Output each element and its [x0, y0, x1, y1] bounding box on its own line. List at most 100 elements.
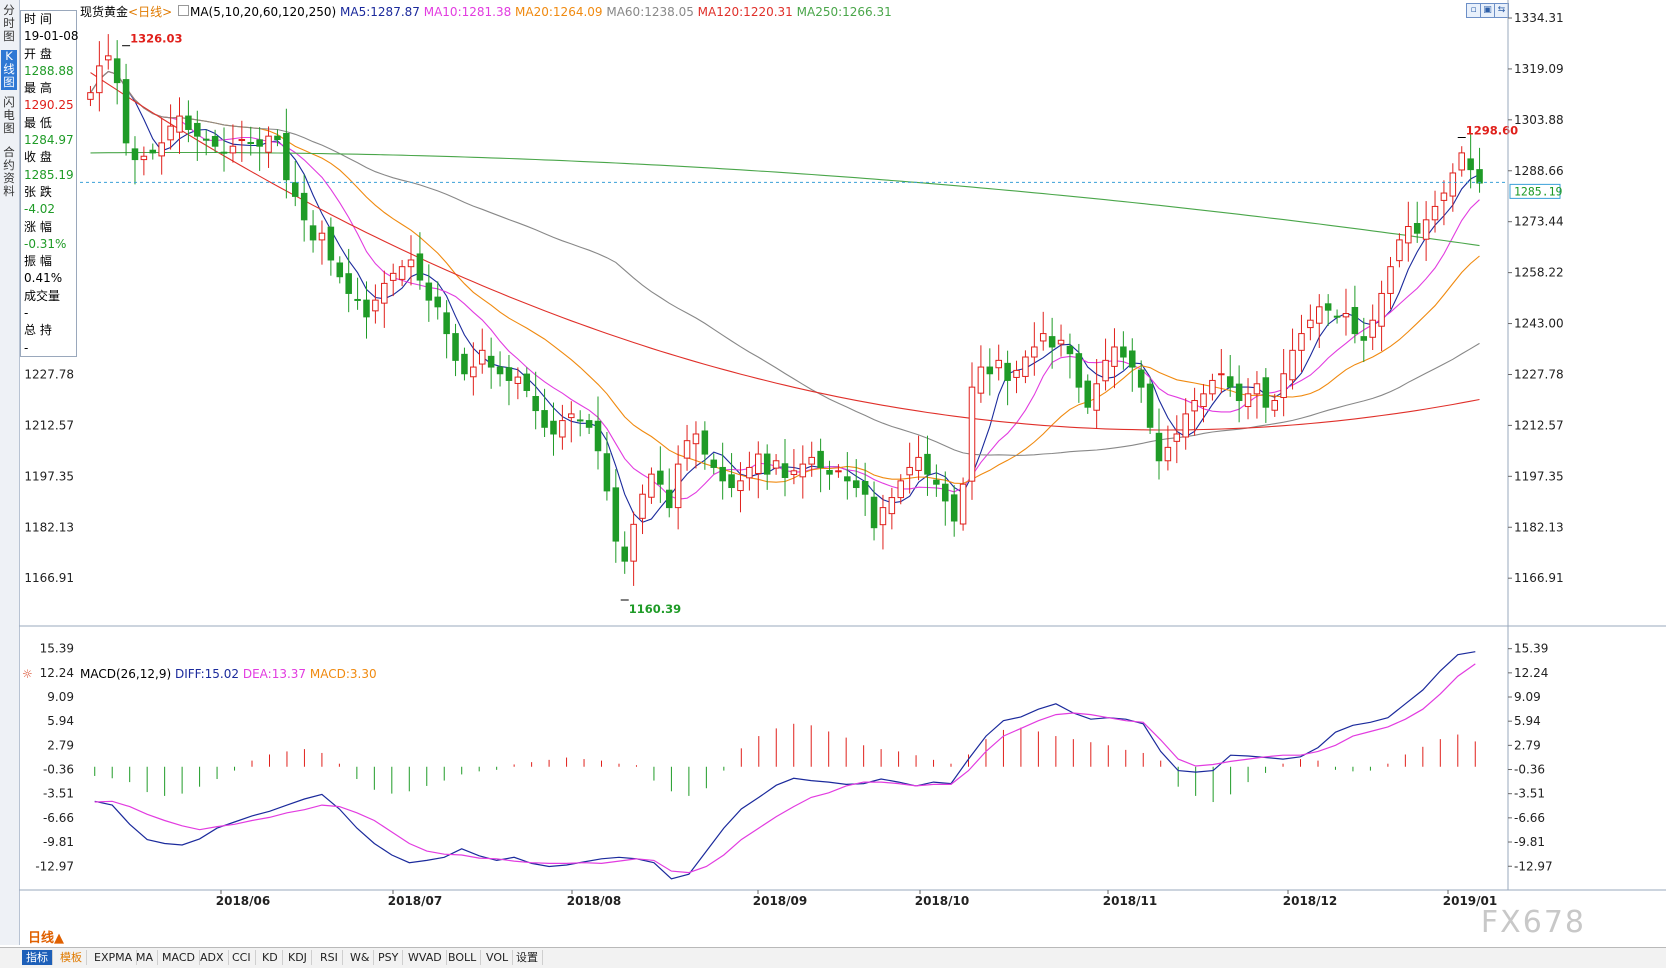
y-tick-label: 1243.00: [1514, 317, 1564, 331]
toolbar-button[interactable]: ADX: [196, 950, 229, 965]
macd-legend-items: DIFF:15.02 DEA:13.37 MACD:3.30: [175, 667, 377, 681]
candle-body: [826, 469, 833, 475]
candle-body: [105, 55, 112, 61]
macd-y-tick-label-left: 15.39: [40, 642, 74, 656]
candle-body: [1120, 346, 1127, 358]
candle-body: [612, 487, 620, 542]
candle-body: [1396, 239, 1403, 262]
candle-body: [746, 466, 753, 479]
tab-flash[interactable]: 闪电图: [3, 95, 15, 135]
y-tick-label: 1197.35: [1514, 469, 1564, 483]
candle-body: [585, 420, 593, 428]
info-time-label: 时 间: [24, 12, 52, 26]
info-high-label: 最 高: [24, 81, 52, 96]
candle-body: [381, 282, 388, 304]
candle-body: [942, 483, 949, 502]
toolbar-button[interactable]: W&: [346, 950, 375, 965]
ma250-line: [90, 151, 1480, 247]
toolbar-button[interactable]: KD: [258, 950, 283, 965]
candle-body: [906, 466, 913, 476]
ma-settings-icon[interactable]: [177, 5, 189, 16]
candle-body: [844, 476, 851, 482]
candle-body: [1093, 383, 1100, 411]
candle-body: [1066, 345, 1074, 355]
candle-body: [202, 138, 210, 141]
candle-body: [603, 453, 611, 492]
candle-body: [425, 282, 433, 301]
toolbar-button[interactable]: RSI: [316, 950, 343, 965]
toolbar-button[interactable]: MACD: [158, 950, 200, 965]
macd-y-tick-label: -9.81: [1514, 835, 1545, 849]
candle-body: [229, 145, 237, 154]
candle-body: [772, 460, 780, 469]
tab-contract-info[interactable]: 合约资料: [3, 145, 15, 198]
macd-legend-item: DEA:13.37: [239, 667, 307, 681]
candle-body: [505, 367, 513, 381]
info-open: 1288.88: [24, 63, 74, 78]
y-tick-label-left: 1166.91: [24, 571, 74, 585]
candle-body: [345, 273, 352, 294]
toolbar-button[interactable]: MA: [132, 950, 159, 965]
candle-body: [176, 115, 183, 133]
candle-body: [763, 453, 771, 475]
candle-body: [220, 151, 228, 154]
info-pct-label: 涨 幅: [24, 219, 52, 234]
macd-y-tick-label-left: -3.51: [43, 787, 74, 801]
candle-body: [149, 149, 157, 154]
candle-body: [478, 349, 486, 365]
info-low-label: 最 低: [24, 115, 52, 130]
toolbar-button[interactable]: CCI: [228, 950, 256, 965]
toolbar-button[interactable]: VOL: [482, 950, 514, 965]
candle-body: [336, 262, 344, 278]
tab-intraday[interactable]: 分时图: [3, 3, 15, 43]
toolbar-button[interactable]: 模板: [56, 950, 87, 965]
toolbar-button[interactable]: WVAD: [404, 950, 447, 965]
candle-body: [1155, 432, 1163, 462]
x-tick-label: 2018/06: [216, 894, 270, 908]
toolbar-button[interactable]: BOLL: [444, 950, 482, 965]
tab-kline[interactable]: K线图: [1, 50, 17, 90]
candle-body: [434, 296, 441, 308]
period-button[interactable]: 日线▲: [28, 931, 64, 946]
diff-line: [94, 651, 1476, 880]
candle-body: [1422, 219, 1430, 240]
candle-body: [728, 474, 735, 489]
x-tick-label: 2018/08: [567, 894, 621, 908]
candle-body: [1351, 306, 1359, 335]
candle-body: [799, 463, 807, 478]
ma-legend-item: MA120:1220.31: [693, 5, 793, 19]
toolbar-button[interactable]: 指标: [22, 950, 53, 965]
x-tick-label: 2018/12: [1283, 894, 1337, 908]
candle-body: [568, 413, 575, 419]
candle-body: [1431, 205, 1439, 221]
macd-y-tick-label: -0.36: [1514, 763, 1545, 777]
toolbar-button[interactable]: PSY: [374, 950, 404, 965]
sun-icon[interactable]: ☼: [22, 667, 33, 681]
macd-y-tick-label: 9.09: [1514, 690, 1541, 704]
candle-body: [1182, 413, 1189, 438]
candle-body: [1075, 353, 1083, 388]
candle-body: [300, 192, 308, 221]
instrument-period: <日线>: [128, 5, 173, 19]
candle-body: [1316, 306, 1323, 324]
macd-y-tick-label-left: -0.36: [43, 763, 74, 777]
macd-legend-item: DIFF:15.02: [174, 667, 240, 681]
macd-y-tick-label: 2.79: [1514, 738, 1541, 752]
candle-body: [407, 259, 415, 268]
candle-body: [1057, 339, 1065, 345]
toolbar-button[interactable]: KDJ: [284, 950, 312, 965]
candle-body: [1244, 393, 1252, 408]
toolbar-button[interactable]: 设置: [512, 950, 543, 965]
candle-body: [897, 480, 905, 499]
candle-body: [1333, 315, 1341, 318]
candle-body: [1449, 172, 1457, 197]
candle-body: [1209, 379, 1216, 395]
ma-legend-item: MA60:1238.05: [602, 5, 694, 19]
candle-body: [1226, 376, 1234, 388]
toolbar-button[interactable]: EXPMA: [90, 950, 138, 965]
candle-body: [1200, 393, 1207, 408]
candle-body: [559, 420, 566, 438]
ma60-line: [90, 70, 1480, 456]
candle-body: [1360, 336, 1368, 341]
info-amp-label: 振 幅: [24, 254, 52, 269]
